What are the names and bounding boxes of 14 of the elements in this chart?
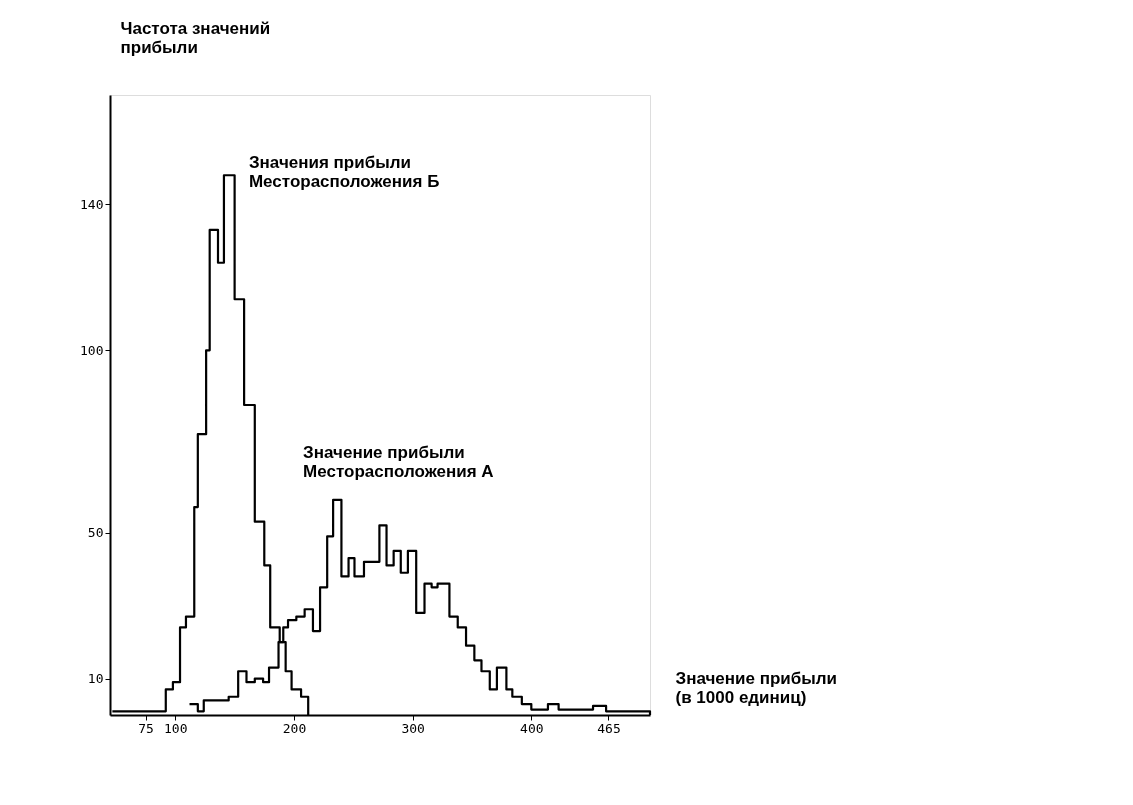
y-axis-title: Частота значений прибыли (120, 18, 271, 57)
series-label: Значения прибыли Месторасположения Б (248, 153, 440, 192)
y-tick-label: 10 (87, 671, 104, 687)
x-tick-label: 200 (282, 720, 307, 736)
x-tick-label: 300 (401, 720, 425, 736)
x-tick-label: 75 (138, 720, 154, 736)
x-axis-title: Значение прибыли (в 1000 единиц) (675, 668, 838, 707)
x-tick-label: 100 (164, 720, 188, 736)
x-tick-label: 465 (597, 720, 621, 736)
text: Значение прибыли Месторасположения А (303, 442, 494, 481)
y-tick-label: 50 (87, 525, 104, 541)
x-tick-label: 400 (520, 720, 544, 736)
y-tick-label: 140 (80, 196, 104, 212)
y-tick-label: 100 (80, 342, 104, 358)
